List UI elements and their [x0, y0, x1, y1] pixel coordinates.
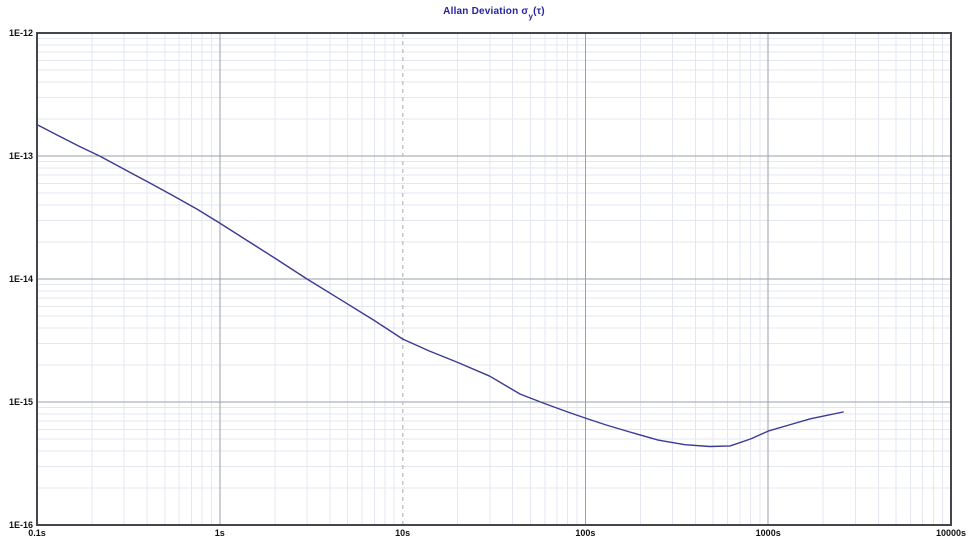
plot-title: Allan Deviation σy(τ)	[37, 6, 951, 21]
y-tick-label: 1E-14	[8, 274, 33, 284]
plot-title-text: Allan Deviation σ	[443, 6, 529, 17]
x-tick-label: 10000s	[935, 528, 967, 538]
y-tick-label: 1E-13	[8, 151, 33, 161]
major-gridlines	[37, 33, 951, 525]
plot-title-subscript: y	[528, 12, 534, 21]
y-tick-label: 1E-16	[8, 520, 33, 530]
x-tick-label: 100s	[575, 528, 596, 538]
x-tick-label: 1s	[214, 528, 225, 538]
x-tick-label: 1000s	[755, 528, 781, 538]
x-tick-label: 10s	[395, 528, 411, 538]
series-allan-deviation	[36, 123, 844, 448]
y-tick-label: 1E-12	[8, 28, 33, 38]
plot-frame	[36, 32, 952, 526]
plot-title-suffix: (τ)	[533, 6, 545, 17]
adev-curve	[36, 123, 844, 448]
y-tick-label: 1E-15	[8, 397, 33, 407]
x-tick-label: 0.1s	[28, 528, 46, 538]
